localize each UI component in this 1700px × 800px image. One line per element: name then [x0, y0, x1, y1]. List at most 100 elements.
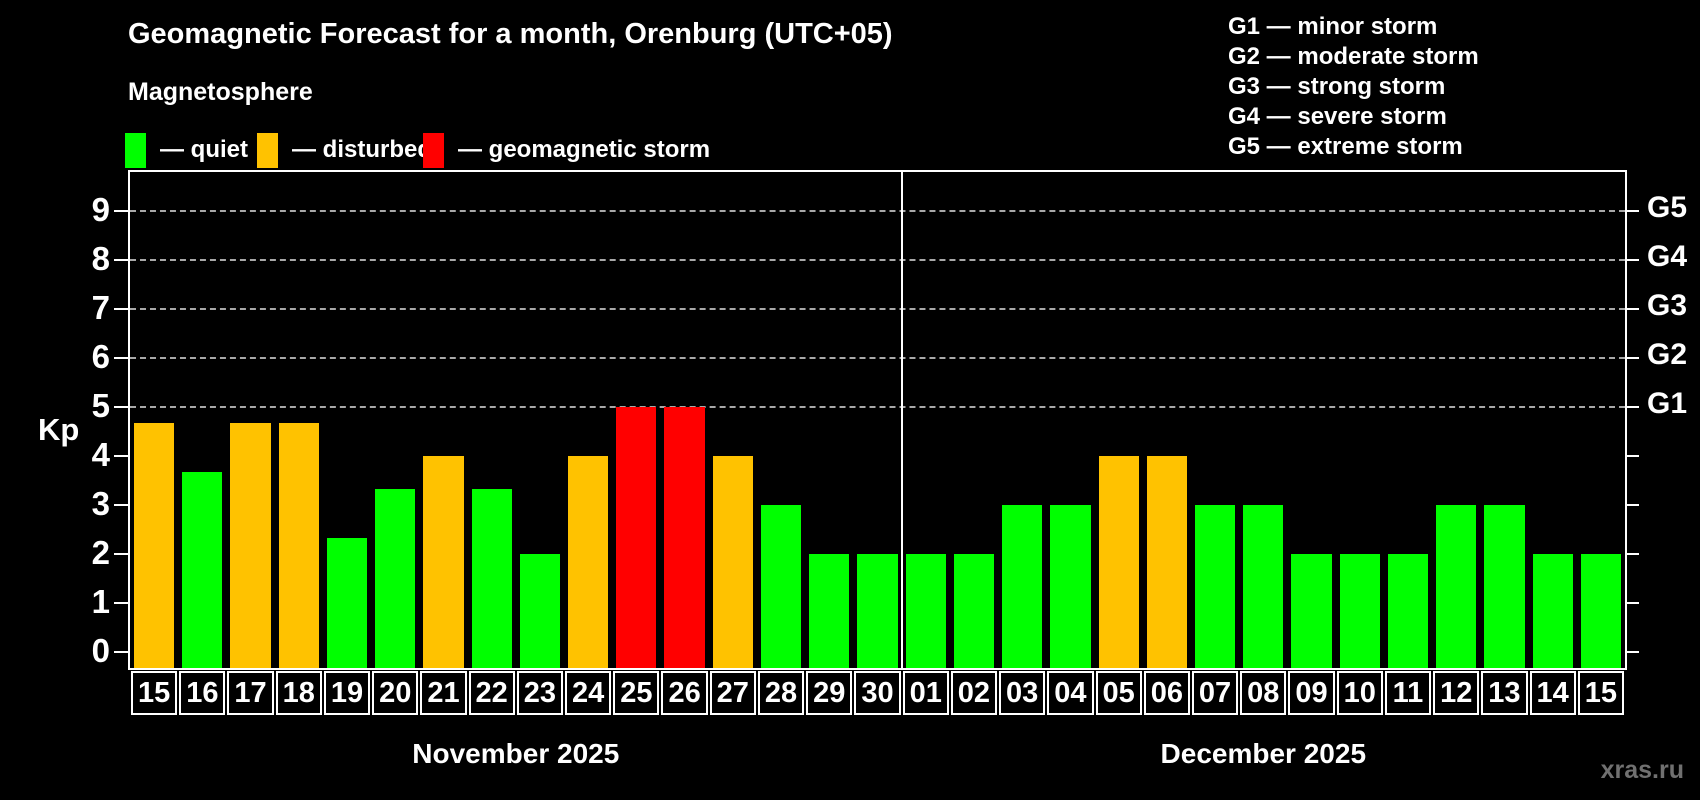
- g-legend-line-g4: G4 — severe storm: [1228, 103, 1447, 130]
- y-axis-tick-3: [114, 504, 128, 506]
- y-axis-tick-4: [114, 455, 128, 457]
- bar-day-21-month-0: [423, 456, 464, 668]
- bar-day-02-month-1: [953, 554, 995, 668]
- bar-day-15-month-0: [134, 423, 175, 668]
- day-cell-10-month-1: 10: [1336, 671, 1383, 715]
- y-axis-tick-label-7: 7: [91, 289, 110, 326]
- bar-day-22-month-0: [471, 488, 512, 668]
- bar-day-30-month-0: [857, 554, 898, 668]
- day-cell-09-month-1: 09: [1288, 671, 1335, 715]
- day-cell-19-month-0: 19: [323, 671, 371, 715]
- bar-day-06-month-1: [1146, 456, 1187, 668]
- right-axis-tick-1: [1625, 602, 1639, 604]
- bar-day-25-month-0: [616, 407, 657, 668]
- bar-day-18-month-0: [278, 423, 319, 668]
- y-axis-tick-0: [114, 651, 128, 653]
- y-axis-tick-label-0: 0: [91, 632, 110, 669]
- bar-day-26-month-0: [664, 407, 705, 668]
- day-cell-13-month-1: 13: [1481, 671, 1528, 715]
- legend-label-disturbed: — disturbed: [292, 136, 433, 163]
- day-cell-27-month-0: 27: [709, 671, 756, 715]
- y-axis-tick-1: [114, 602, 128, 604]
- day-cell-01-month-1: 01: [902, 671, 949, 715]
- day-cell-12-month-1: 12: [1433, 671, 1480, 715]
- y-axis-tick-8: [114, 259, 128, 261]
- bar-day-29-month-0: [809, 554, 850, 668]
- day-cell-29-month-0: 29: [806, 671, 853, 715]
- gridline-kp6: [130, 357, 1625, 359]
- legend-label-quiet: — quiet: [160, 136, 248, 163]
- bar-day-07-month-1: [1194, 505, 1236, 668]
- day-cell-15-month-0: 15: [131, 671, 178, 715]
- right-axis-tick-2: [1625, 553, 1639, 555]
- y-axis-tick-9: [114, 210, 128, 212]
- plot-frame: [128, 170, 1627, 670]
- y-axis-tick-label-6: 6: [91, 338, 110, 375]
- g-legend-line-g1: G1 — minor storm: [1228, 13, 1438, 40]
- month-label-1: December 2025: [1160, 738, 1367, 769]
- right-axis-tick-7: [1625, 308, 1639, 310]
- day-cell-03-month-1: 03: [999, 671, 1046, 715]
- y-axis-tick-6: [114, 357, 128, 359]
- right-axis-tick-6: [1625, 357, 1639, 359]
- y-axis-tick-2: [114, 553, 128, 555]
- bar-day-16-month-0: [182, 472, 223, 668]
- bar-day-14-month-1: [1532, 554, 1573, 668]
- day-cell-23-month-0: 23: [516, 671, 564, 715]
- bar-day-12-month-1: [1436, 505, 1477, 668]
- right-axis-label-g2: G2: [1647, 338, 1688, 371]
- right-axis-tick-9: [1625, 210, 1639, 212]
- bar-day-13-month-1: [1484, 505, 1525, 668]
- bar-day-09-month-1: [1291, 554, 1332, 668]
- day-cell-16-month-0: 16: [179, 671, 226, 715]
- right-axis-tick-4: [1625, 455, 1639, 457]
- bar-day-24-month-0: [568, 456, 609, 668]
- bar-day-28-month-0: [760, 505, 802, 668]
- right-axis-tick-5: [1625, 406, 1639, 408]
- day-cell-06-month-1: 06: [1143, 671, 1190, 715]
- right-axis-label-g1: G1: [1647, 387, 1688, 420]
- chart-title: Geomagnetic Forecast for a month, Orenbu…: [128, 18, 893, 50]
- legend-item-storm: — geomagnetic storm: [423, 132, 710, 168]
- day-cell-11-month-1: 11: [1384, 671, 1432, 715]
- y-axis-tick-label-9: 9: [91, 191, 110, 228]
- bar-day-17-month-0: [230, 423, 271, 668]
- right-axis-label-g5: G5: [1647, 191, 1688, 224]
- day-cell-20-month-0: 20: [372, 671, 419, 715]
- y-axis-tick-label-4: 4: [91, 436, 110, 473]
- month-label-0: November 2025: [412, 738, 620, 769]
- day-cell-07-month-1: 07: [1191, 671, 1239, 715]
- disturbed-color-swatch: [257, 132, 278, 168]
- g-legend-line-g3: G3 — strong storm: [1228, 73, 1446, 100]
- right-axis-tick-3: [1625, 504, 1639, 506]
- day-cell-28-month-0: 28: [757, 671, 805, 715]
- day-cell-14-month-1: 14: [1529, 671, 1576, 715]
- bar-day-15-month-1: [1580, 554, 1621, 668]
- day-cell-24-month-0: 24: [565, 671, 612, 715]
- y-axis-tick-label-3: 3: [91, 485, 110, 522]
- y-axis-tick-label-5: 5: [91, 387, 110, 424]
- day-cell-17-month-0: 17: [227, 671, 274, 715]
- day-cell-15-month-1: 15: [1577, 671, 1624, 715]
- g-legend-line-g5: G5 — extreme storm: [1228, 133, 1463, 160]
- bar-day-01-month-1: [905, 554, 946, 668]
- legend-label-storm: — geomagnetic storm: [458, 136, 711, 163]
- storm-color-swatch: [423, 132, 444, 168]
- day-cell-04-month-1: 04: [1047, 671, 1094, 715]
- bar-day-10-month-1: [1339, 554, 1380, 668]
- gridline-kp5: [130, 406, 1625, 408]
- day-cell-26-month-0: 26: [661, 671, 708, 715]
- y-axis-tick-label-8: 8: [91, 240, 110, 277]
- gridline-kp8: [130, 259, 1625, 261]
- right-axis-label-g4: G4: [1647, 240, 1688, 273]
- day-cell-21-month-0: 21: [420, 671, 467, 715]
- bar-day-08-month-1: [1243, 505, 1284, 668]
- gridline-kp9: [130, 210, 1625, 212]
- chart-subtitle: Magnetosphere: [128, 78, 313, 106]
- quiet-color-swatch: [125, 132, 146, 168]
- day-cell-30-month-0: 30: [854, 671, 901, 715]
- day-cell-05-month-1: 05: [1095, 671, 1142, 715]
- bar-day-19-month-0: [326, 537, 368, 668]
- legend-item-quiet: — quiet: [125, 132, 248, 168]
